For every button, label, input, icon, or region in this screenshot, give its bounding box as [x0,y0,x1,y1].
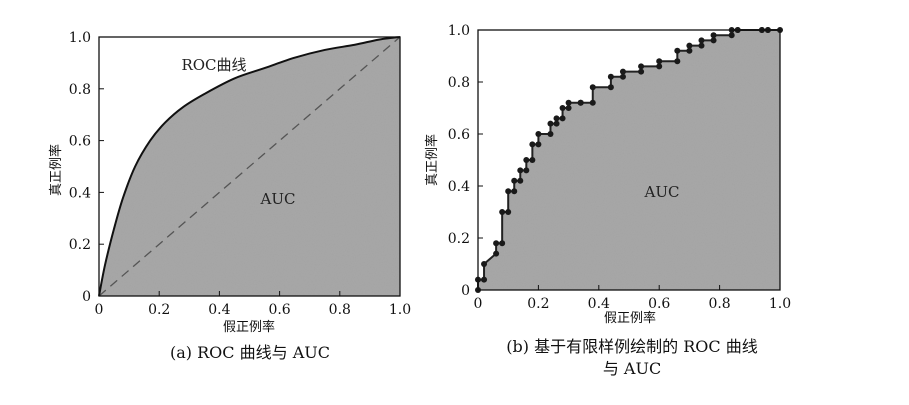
plot-frame-a [98,36,401,297]
roc-auc-panel-b: 0 0.2 0.4 0.6 0.8 1.0 0 0.2 0.4 0.6 0.8 1.0 AUC 假正… [424,23,791,326]
roc-point [698,37,705,44]
roc-point [517,177,524,184]
roc-point [499,240,506,247]
roc-point [529,157,536,163]
roc-point [493,240,500,247]
roc-curve-label: ROC曲线 [181,56,246,74]
y-tick-label: 0.8 [69,82,91,98]
caption-b-line-1: (b) 基于有限样例绘制的 ROC 曲线 [506,337,758,356]
roc-point [517,167,524,174]
roc-point [656,58,663,65]
roc-point [481,261,488,267]
x-tick-label: 0.8 [708,296,730,312]
roc-point [656,63,663,70]
roc-point [535,141,542,148]
y-tick-label: 0.6 [69,134,91,150]
roc-point [523,167,530,174]
roc-point [698,42,705,49]
x-tick-label: 0.2 [527,296,549,312]
roc-point [710,37,717,44]
roc-point [674,47,681,54]
x-tick-label: 0.4 [208,302,230,318]
roc-point [505,209,512,215]
roc-point [511,177,518,184]
x-ticks-a: 0 0.2 0.4 0.6 0.8 1.0 [95,291,411,318]
y-tick-label: 0.4 [69,185,91,201]
x-tick-label: 1.0 [769,296,791,312]
caption-b: (b) 基于有限样例绘制的 ROC 曲线 与 AUC [462,336,802,380]
roc-point [577,99,584,106]
roc-point [499,209,506,215]
plot-frame-b [477,29,781,291]
caption-a: (a) ROC 曲线与 AUC [170,343,330,362]
y-axis-label-a: 真正例率 [48,144,64,196]
x-tick-label: 1.0 [389,302,411,318]
x-ticks-b: 0 0.2 0.4 0.6 0.8 1.0 [474,285,791,312]
y-ticks-a: 0 0.2 0.4 0.6 0.8 1.0 [69,30,104,305]
roc-point [547,120,554,127]
y-tick-label: 0 [461,283,470,299]
roc-point [565,99,572,106]
x-tick-label: 0.6 [648,296,670,312]
roc-point [607,73,614,80]
y-ticks-b: 0 0.2 0.4 0.6 0.8 1.0 [448,23,483,299]
x-tick-label: 0.2 [148,302,170,318]
roc-point [589,99,596,106]
roc-point [674,58,681,65]
roc-point [559,105,566,111]
roc-point [619,68,626,75]
x-tick-label: 0.4 [588,296,610,312]
roc-point [728,32,735,39]
x-axis-label-b: 假正例率 [604,310,656,326]
roc-point [511,188,518,195]
roc-point [565,105,572,111]
x-tick-label: 0 [474,296,483,312]
roc-point [505,188,512,195]
y-tick-label: 0.6 [448,127,470,143]
roc-point [523,157,530,163]
x-tick-label: 0.6 [268,302,290,318]
y-axis-label-b: 真正例率 [424,134,440,186]
roc-point [559,115,566,122]
roc-point [493,250,500,257]
auc-area-b [478,30,780,290]
roc-point [710,32,717,39]
x-tick-label: 0 [95,302,104,318]
roc-point [553,115,560,122]
y-tick-label: 1.0 [448,23,470,39]
caption-b-line-2: 与 AUC [602,359,662,378]
roc-point [589,84,596,91]
random-guess-diagonal [98,36,401,297]
roc-point [619,73,626,80]
x-tick-label: 0.8 [329,302,351,318]
roc-point [553,120,560,127]
roc-curve-line [98,36,401,297]
y-tick-label: 0.2 [69,237,91,253]
roc-point [535,131,542,137]
auc-label-b: AUC [644,183,680,201]
roc-point [638,63,645,70]
y-tick-label: 0.2 [448,231,470,247]
roc-point [638,68,645,75]
auc-label-a: AUC [260,190,296,208]
roc-auc-panel-a: 0 0.2 0.4 0.6 0.8 1.0 00.20.40.60.81.0 ROC曲线 … [48,30,411,335]
x-axis-label-a: 假正例率 [223,319,275,335]
roc-point [607,84,614,91]
y-tick-label: 0.4 [448,179,470,195]
roc-point [547,131,554,137]
y-tick-label: 0.8 [448,75,470,91]
roc-point [686,42,693,49]
y-tick-label: 1.0 [69,30,91,46]
roc-point [481,276,488,283]
roc-point [686,47,693,54]
y-tick-label: 0 [82,289,91,305]
roc-point [529,141,536,148]
